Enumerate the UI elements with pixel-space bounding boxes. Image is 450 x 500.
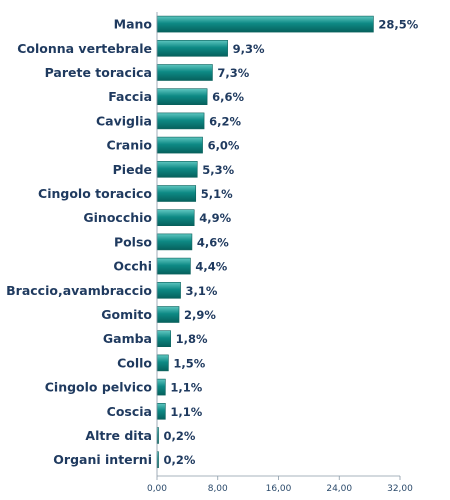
bar [156, 161, 198, 178]
value-label: 0,2% [164, 453, 196, 467]
category-label: Colonna vertebrale [17, 41, 152, 56]
bar [156, 233, 193, 251]
value-label: 3,1% [186, 284, 218, 298]
bar [156, 354, 169, 372]
bar [156, 112, 205, 130]
bar [156, 257, 191, 275]
bar [156, 185, 197, 202]
value-label: 1,8% [176, 332, 208, 346]
value-label: 6,0% [208, 139, 240, 153]
x-tick-label: 16,00 [266, 484, 292, 494]
value-label: 4,4% [195, 260, 227, 274]
category-label: Organi interni [53, 452, 152, 467]
category-label: Cingolo toracico [38, 186, 152, 201]
category-label: Polso [114, 234, 152, 249]
value-label: 4,9% [199, 211, 231, 225]
category-label: Collo [117, 355, 152, 370]
value-label: 5,3% [202, 163, 234, 177]
x-tick-label: 8,00 [208, 484, 228, 494]
category-label: Piede [113, 162, 152, 177]
category-label: Gamba [103, 331, 152, 346]
bar [156, 378, 166, 396]
bar [156, 39, 228, 57]
value-label: 28,5% [378, 18, 418, 32]
value-label: 0,2% [164, 429, 196, 443]
category-label: Cingolo pelvico [45, 380, 153, 395]
category-label: Parete toracica [45, 65, 152, 80]
bars-group [156, 15, 374, 469]
value-label: 4,6% [197, 235, 229, 249]
value-label: 6,6% [212, 90, 244, 104]
category-label: Mano [114, 17, 153, 32]
bar [156, 15, 374, 33]
category-labels: Mano Colonna vertebrale Parete toracica Fac… [6, 17, 152, 468]
category-label: Faccia [108, 89, 152, 104]
bar [156, 306, 180, 323]
bar [156, 136, 203, 154]
value-label: 7,3% [217, 66, 249, 80]
category-label: Caviglia [96, 113, 152, 128]
value-label: 1,1% [170, 405, 202, 419]
value-label: 1,1% [170, 381, 202, 395]
value-label: 5,1% [201, 187, 233, 201]
value-label: 9,3% [233, 42, 265, 56]
x-axis: 0,00 8,00 16,00 24,00 32,00 [147, 12, 413, 494]
category-label: Occhi [113, 259, 152, 274]
bar [156, 88, 208, 105]
category-label: Braccio,avambraccio [6, 283, 152, 298]
value-label: 1,5% [173, 356, 205, 370]
bar [156, 209, 195, 226]
category-label: Ginocchio [83, 210, 152, 225]
bar [156, 330, 171, 348]
category-label: Coscia [107, 404, 152, 419]
bar [156, 64, 213, 81]
value-label: 2,9% [184, 308, 216, 322]
bar [156, 402, 166, 420]
value-labels: 28,5% 9,3% 7,3% 6,6% 6,2% 6,0% 5,3% 5,1% 4,9% 4,6… [164, 18, 419, 468]
category-label: Altre dita [85, 428, 152, 443]
x-tick-label: 32,00 [387, 484, 413, 494]
bar [156, 281, 181, 299]
x-tick-label: 0,00 [147, 484, 167, 494]
value-label: 6,2% [209, 114, 241, 128]
category-label: Cranio [106, 138, 152, 153]
x-tick-label: 24,00 [326, 484, 352, 494]
category-label: Gomito [101, 307, 152, 322]
